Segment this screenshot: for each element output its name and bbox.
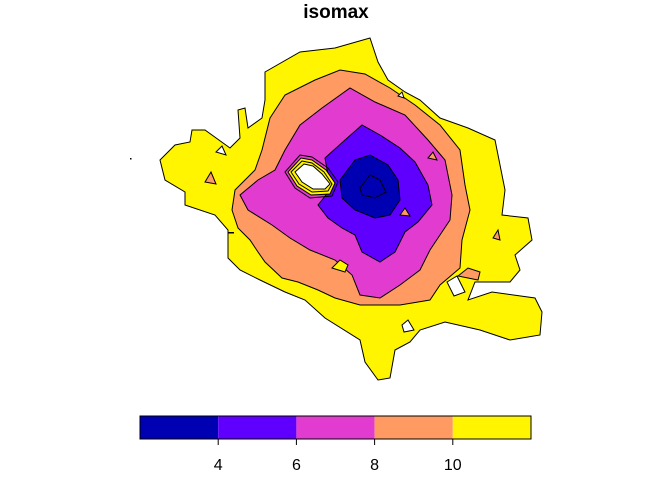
legend-swatch bbox=[296, 416, 375, 439]
hole-contour-1 bbox=[284, 154, 339, 199]
legend-tick-label: 10 bbox=[444, 457, 462, 474]
legend-swatch bbox=[218, 416, 297, 439]
chart-title: isomax bbox=[303, 2, 369, 23]
tick-mark bbox=[228, 232, 234, 234]
legend-boxes bbox=[139, 415, 532, 440]
orange-islet-3 bbox=[456, 267, 481, 281]
legend-tick-label: 4 bbox=[214, 457, 223, 474]
white-islet-2 bbox=[446, 275, 466, 297]
band-blue bbox=[339, 154, 401, 219]
legend-swatch bbox=[374, 416, 453, 439]
legend-tick-label: 6 bbox=[292, 457, 301, 474]
yellow-islet-1 bbox=[331, 259, 349, 273]
white-islet-1 bbox=[215, 145, 227, 156]
white-islet-4 bbox=[397, 91, 405, 99]
legend-tick-label: 8 bbox=[370, 457, 379, 474]
orange-islet-2 bbox=[492, 228, 501, 241]
orange-islet-1 bbox=[204, 170, 217, 185]
orange-islet-4 bbox=[427, 151, 438, 161]
hole-contour-3 bbox=[290, 160, 333, 193]
contour-plot bbox=[130, 37, 543, 381]
orange-islet-5 bbox=[399, 207, 411, 217]
inner-contour-line bbox=[359, 174, 387, 199]
white-islet-3 bbox=[401, 319, 415, 333]
legend-ticks: 4 6 8 10 bbox=[214, 439, 462, 474]
hole-white bbox=[294, 163, 331, 190]
legend-frame bbox=[139, 415, 532, 440]
legend-swatch bbox=[140, 416, 219, 439]
legend-swatch bbox=[452, 416, 531, 439]
dot bbox=[130, 158, 132, 160]
